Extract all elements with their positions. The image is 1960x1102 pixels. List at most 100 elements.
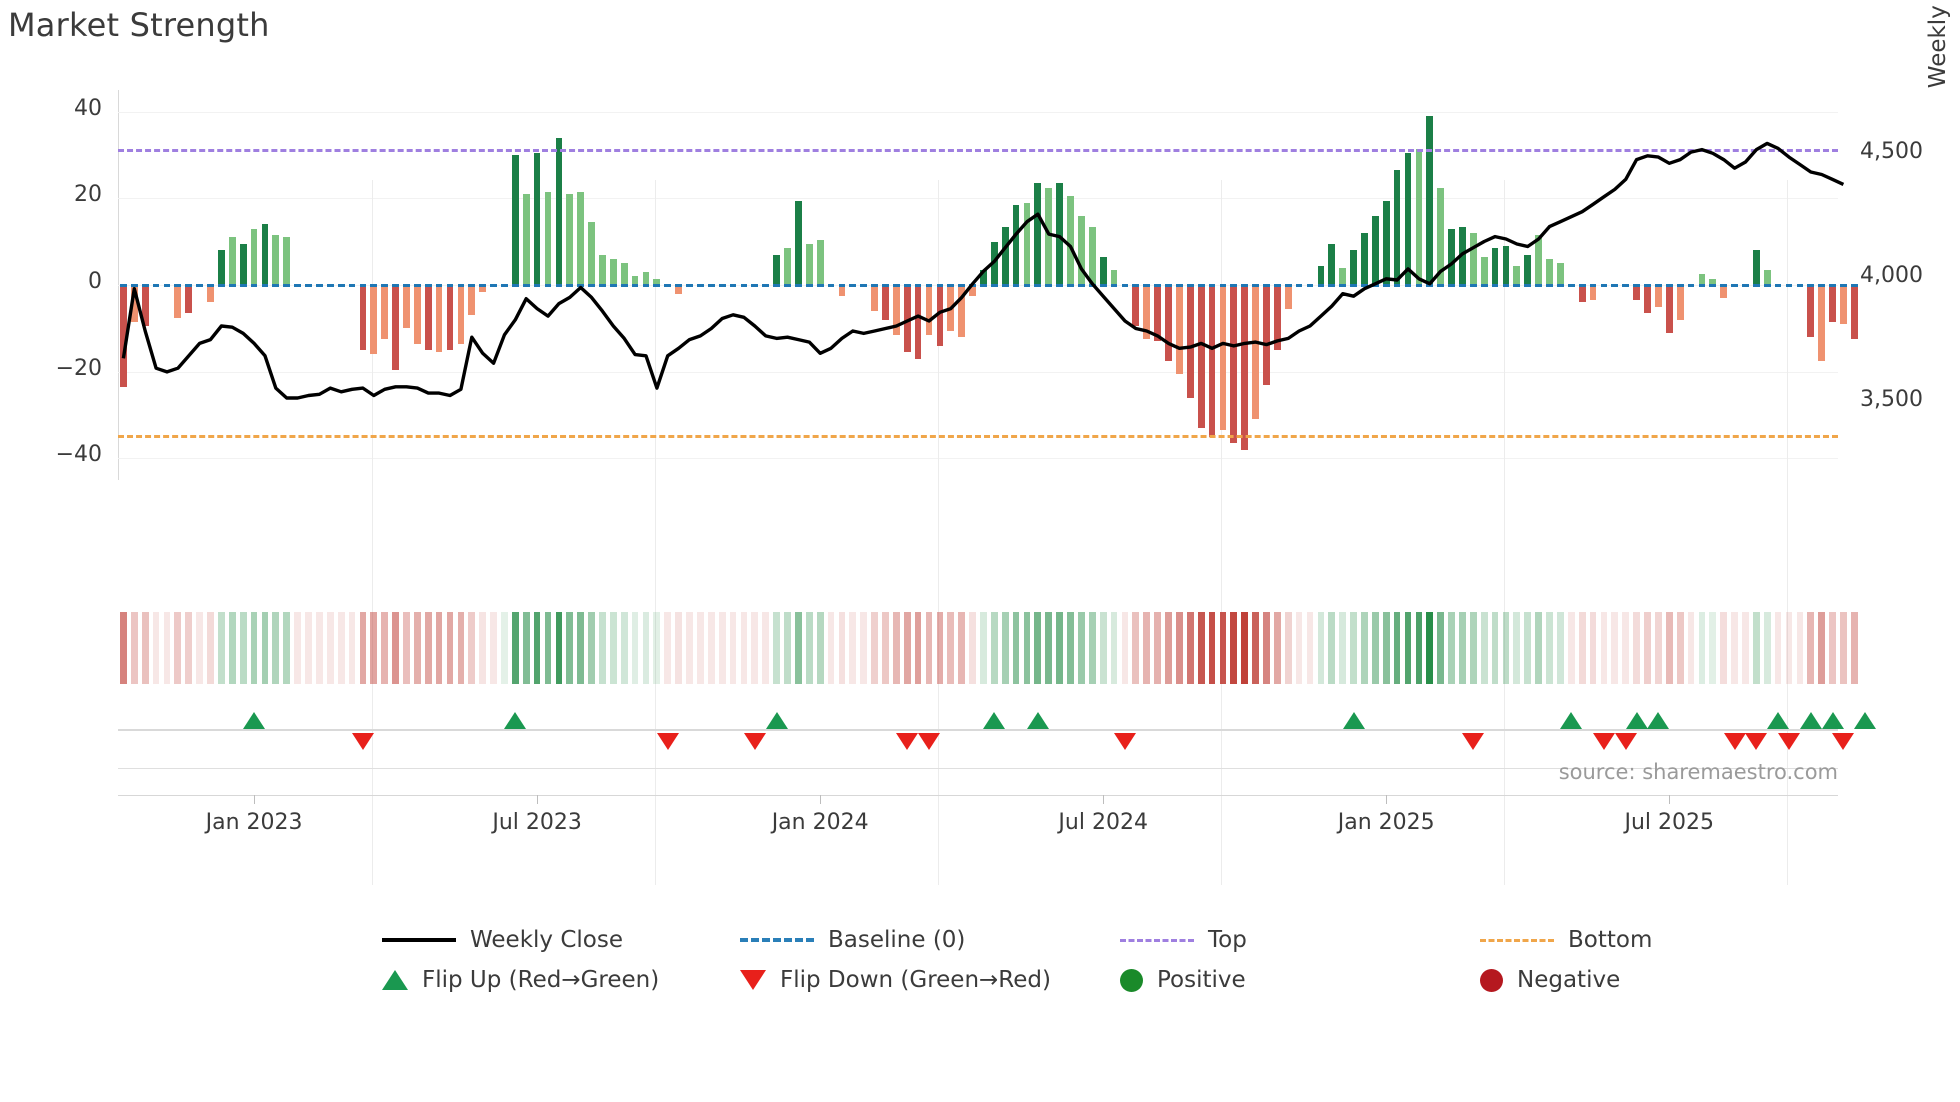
flip-down-marker: [1614, 733, 1637, 750]
x-tick-mark: [1669, 795, 1671, 804]
heatmap-cell: [1241, 612, 1249, 684]
baseline-tick: [1818, 284, 1826, 287]
strength-bar: [1154, 285, 1161, 342]
strength-bar: [1480, 256, 1488, 285]
heatmap-cell: [424, 612, 432, 684]
heatmap-cell: [326, 612, 334, 684]
heatmap-cell: [1143, 612, 1151, 684]
heatmap-cell: [1056, 612, 1063, 684]
strength-bar: [392, 285, 399, 370]
baseline-tick: [947, 284, 955, 287]
heatmap-cell: [1622, 612, 1630, 684]
strength-bar: [1698, 274, 1706, 285]
legend-item[interactable]: Bottom: [1480, 920, 1652, 960]
heatmap-cell: [1067, 612, 1074, 684]
baseline-tick: [1698, 284, 1706, 287]
baseline-tick: [599, 284, 606, 287]
baseline-tick: [1034, 284, 1042, 287]
heatmap-cell: [675, 612, 682, 684]
strength-bar: [403, 285, 410, 329]
flip-up-marker: [1625, 712, 1648, 729]
strength-bar: [250, 228, 258, 285]
baseline-tick: [1589, 284, 1597, 287]
legend-item[interactable]: Positive: [1120, 960, 1246, 1000]
y-axis-right-label: Weekly Close Price: [1925, 0, 1951, 140]
top-reference-line: [118, 148, 1838, 152]
heatmap-cell: [1698, 612, 1706, 684]
strength-bar: [1350, 250, 1357, 285]
heatmap-cell: [1796, 612, 1804, 684]
x-axis-line: [118, 795, 1838, 796]
weekly-close-line: [121, 141, 1845, 400]
strength-bar: [914, 285, 922, 359]
x-tick-label: Jul 2023: [492, 810, 582, 835]
heatmap-cell: [130, 612, 138, 684]
flip-up-marker: [1799, 712, 1822, 729]
baseline-tick: [1078, 284, 1085, 287]
heatmap-cell: [860, 612, 868, 684]
heatmap-cell: [1437, 612, 1445, 684]
strength-bar: [174, 285, 182, 318]
heatmap-cell: [1655, 612, 1662, 684]
heatmap-cell: [1132, 612, 1140, 684]
strength-bar: [130, 285, 138, 322]
strength-bar: [936, 285, 944, 346]
strength-bar: [795, 200, 802, 285]
strength-bar: [599, 254, 606, 285]
x-tick-label: Jul 2024: [1058, 810, 1148, 835]
heatmap-cell: [228, 612, 236, 684]
baseline-tick: [577, 284, 585, 287]
heatmap-cell: [653, 612, 661, 684]
baseline-tick: [773, 284, 780, 287]
heatmap-cell: [1371, 612, 1379, 684]
heatmap-cell: [1110, 612, 1118, 684]
heatmap-cell: [1589, 612, 1597, 684]
heatmap-cell: [969, 612, 976, 684]
heatmap-cell: [990, 612, 998, 684]
strength-bar: [533, 152, 541, 285]
heatmap-cell: [141, 612, 149, 684]
strength-bar: [566, 194, 574, 285]
heatmap-cell: [1720, 612, 1728, 684]
strength-bar: [207, 285, 214, 303]
baseline-tick: [1774, 284, 1782, 287]
heatmap-cell: [1078, 612, 1085, 684]
legend-label: Top: [1208, 927, 1247, 953]
legend-item[interactable]: Top: [1120, 920, 1247, 960]
strength-bar: [925, 285, 933, 335]
heatmap-cell: [1361, 612, 1368, 684]
legend-item[interactable]: Flip Down (Green→Red): [740, 960, 1051, 1000]
heatmap-cell: [1186, 612, 1194, 684]
strength-bar: [892, 285, 900, 335]
baseline-tick: [501, 284, 508, 287]
heatmap-cell: [272, 612, 280, 684]
strength-bar: [1382, 200, 1390, 285]
baseline-tick: [686, 284, 693, 287]
legend-label: Baseline (0): [828, 927, 966, 953]
baseline-tick: [740, 284, 748, 287]
strength-bar: [1720, 285, 1728, 298]
heatmap-cell: [250, 612, 258, 684]
baseline-tick: [174, 284, 182, 287]
legend-item[interactable]: Baseline (0): [740, 920, 965, 960]
gridline: [118, 111, 1838, 113]
baseline-tick: [1513, 284, 1521, 287]
baseline-tick: [1241, 284, 1249, 287]
legend-item[interactable]: Flip Up (Red→Green): [382, 960, 659, 1000]
heatmap-cell: [947, 612, 955, 684]
strength-bar: [1752, 250, 1760, 285]
strength-bar: [1328, 243, 1336, 285]
baseline-tick: [446, 284, 454, 287]
heatmap-cell: [1785, 612, 1793, 684]
heatmap-cell: [1176, 612, 1183, 684]
legend-item[interactable]: Negative: [1480, 960, 1620, 1000]
strength-bar: [1535, 235, 1542, 285]
heatmap-cell: [784, 612, 791, 684]
flip-up-marker: [1560, 712, 1583, 729]
baseline-tick: [261, 284, 269, 287]
strength-bar: [1273, 285, 1281, 350]
legend-item[interactable]: Weekly Close: [382, 920, 623, 960]
x-tick-mark: [537, 795, 539, 804]
heatmap-cell: [1382, 612, 1390, 684]
heatmap-cell: [1165, 612, 1172, 684]
